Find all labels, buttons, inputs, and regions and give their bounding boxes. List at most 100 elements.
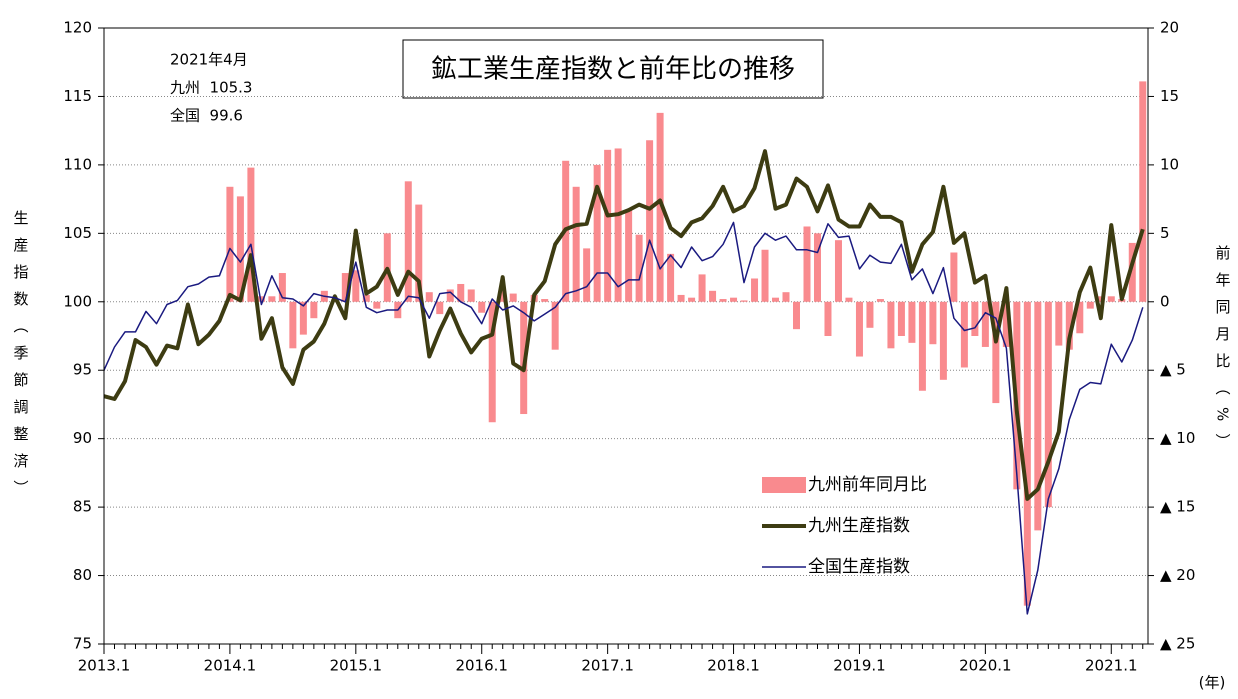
- bar: [362, 294, 370, 302]
- bar: [677, 294, 685, 302]
- bar: [709, 290, 717, 302]
- bar: [457, 283, 465, 302]
- bar: [625, 210, 633, 302]
- x-tick-label: 2018.1: [707, 657, 760, 675]
- bar: [897, 301, 905, 336]
- bar: [614, 148, 622, 302]
- y2-tick-label: 0: [1160, 292, 1170, 310]
- bar: [1002, 301, 1010, 347]
- line: [103, 221, 1144, 615]
- y2-tick-label: ▲ 20: [1160, 566, 1195, 584]
- bar: [918, 301, 926, 391]
- bar: [1065, 301, 1073, 350]
- y2-tick-label: 15: [1160, 87, 1179, 105]
- bar: [341, 273, 349, 302]
- bar: [509, 293, 517, 302]
- bar: [1086, 301, 1094, 309]
- y2-tick-label: ▲ 5: [1160, 361, 1186, 379]
- bar: [446, 289, 454, 302]
- y-tick-label: 105: [63, 224, 92, 242]
- bar: [247, 167, 255, 302]
- title-box: [402, 39, 824, 99]
- y-tick-label: 85: [73, 498, 92, 516]
- bar: [793, 301, 801, 330]
- bar: [1044, 301, 1052, 508]
- bar: [824, 301, 832, 336]
- bar: [688, 297, 696, 302]
- y2-tick-label: 10: [1160, 155, 1179, 173]
- bar: [960, 301, 968, 368]
- bar: [761, 249, 769, 302]
- x-tick-label: 2019.1: [833, 657, 886, 675]
- y-tick-label: 80: [73, 566, 92, 584]
- y-axis-label: 生産指数（季節調整済）: [12, 210, 30, 507]
- x-axis-label: (年): [1199, 674, 1226, 692]
- bar: [981, 301, 989, 347]
- x-tick-label: 2021.1: [1085, 657, 1138, 675]
- annotation: 全国 99.6: [170, 107, 243, 125]
- bar: [1034, 301, 1042, 531]
- legend-swatch: [762, 477, 806, 493]
- bar: [415, 204, 423, 302]
- x-tick-label: 2017.1: [581, 657, 634, 675]
- annotation: 九州 105.3: [170, 79, 252, 97]
- bar: [467, 289, 475, 302]
- bar: [803, 226, 811, 302]
- bar: [887, 301, 895, 349]
- bar: [551, 301, 559, 350]
- bar: [1139, 81, 1147, 302]
- bar: [698, 274, 706, 302]
- y-tick-label: 115: [63, 87, 92, 105]
- bar: [908, 301, 916, 343]
- bar: [656, 112, 664, 302]
- bar: [950, 252, 958, 302]
- line: [103, 149, 1145, 501]
- bar: [667, 253, 675, 302]
- bar: [992, 301, 1000, 404]
- bar: [646, 140, 654, 302]
- x-tick-label: 2013.1: [78, 657, 131, 675]
- bar: [289, 301, 297, 349]
- y-tick-label: 110: [63, 155, 92, 173]
- bar: [425, 292, 433, 302]
- x-tick-label: 2020.1: [959, 657, 1012, 675]
- bar: [541, 299, 549, 302]
- bar: [404, 181, 412, 302]
- y-tick-label: 120: [63, 19, 92, 37]
- chart-title: 鉱工業生産指数と前年比の推移: [431, 55, 795, 85]
- bar: [436, 301, 444, 315]
- bar: [373, 301, 381, 309]
- bar: [1107, 296, 1115, 302]
- bar: [268, 296, 276, 302]
- y2-tick-label: 5: [1160, 224, 1170, 242]
- bar: [1128, 242, 1136, 302]
- bar: [929, 301, 937, 345]
- bar: [834, 240, 842, 302]
- bar: [499, 290, 507, 302]
- bar: [478, 301, 486, 313]
- y2-tick-label: ▲ 25: [1160, 635, 1195, 653]
- bar: [572, 186, 580, 302]
- bar: [635, 234, 643, 302]
- legend-label: 九州前年同月比: [808, 475, 927, 495]
- bar: [1023, 301, 1031, 606]
- bar: [299, 301, 307, 335]
- bar: [257, 296, 265, 302]
- bar: [866, 301, 874, 328]
- y2-tick-label: 20: [1160, 19, 1179, 37]
- bar: [226, 186, 234, 302]
- bar: [278, 273, 286, 302]
- bar: [593, 164, 601, 302]
- bar: [719, 299, 727, 302]
- x-tick-label: 2014.1: [204, 657, 257, 675]
- y-tick-label: 100: [63, 292, 92, 310]
- y-tick-label: 90: [73, 429, 92, 447]
- y2-tick-label: ▲ 10: [1160, 429, 1195, 447]
- y2-tick-label: ▲ 15: [1160, 498, 1195, 516]
- bar: [730, 297, 738, 302]
- bar: [751, 278, 759, 302]
- bars: [104, 81, 1148, 606]
- y-tick-label: 95: [73, 361, 92, 379]
- bar: [813, 233, 821, 302]
